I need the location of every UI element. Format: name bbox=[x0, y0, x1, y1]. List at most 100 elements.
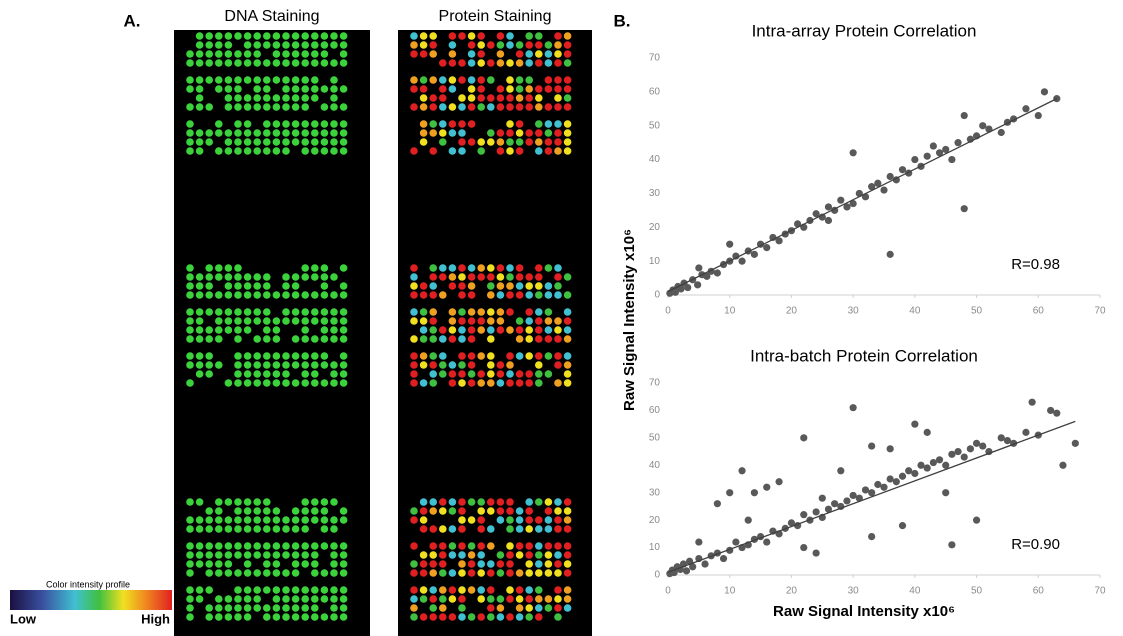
spot bbox=[330, 59, 338, 67]
spot bbox=[506, 308, 514, 316]
spot bbox=[467, 85, 476, 93]
spot bbox=[448, 335, 457, 343]
spot bbox=[506, 59, 514, 67]
spot bbox=[429, 291, 438, 299]
spot bbox=[535, 525, 543, 533]
spot bbox=[215, 525, 223, 533]
spot bbox=[291, 379, 300, 387]
spot bbox=[186, 326, 194, 334]
spot bbox=[535, 85, 543, 93]
spot bbox=[330, 335, 338, 343]
spot bbox=[515, 595, 524, 603]
spot bbox=[554, 94, 562, 102]
spot bbox=[282, 32, 290, 40]
spot bbox=[477, 32, 486, 40]
spot bbox=[320, 326, 329, 334]
spot bbox=[195, 586, 204, 594]
spot bbox=[506, 291, 514, 299]
spot bbox=[301, 370, 310, 378]
spot bbox=[195, 129, 204, 137]
spot bbox=[311, 76, 319, 84]
spot bbox=[301, 32, 310, 40]
spot bbox=[487, 317, 495, 325]
spot bbox=[215, 291, 223, 299]
y-tick-label: 40 bbox=[649, 154, 661, 165]
spot bbox=[272, 507, 281, 515]
point bbox=[948, 155, 956, 164]
spot bbox=[282, 50, 290, 58]
spot bbox=[243, 76, 252, 84]
spot bbox=[563, 147, 572, 155]
x-tick-label: 20 bbox=[786, 586, 798, 597]
spot bbox=[253, 516, 261, 524]
point bbox=[972, 439, 981, 447]
y-tick-label: 50 bbox=[649, 432, 661, 443]
spot bbox=[535, 317, 543, 325]
spot bbox=[263, 525, 271, 533]
spot bbox=[320, 41, 329, 49]
spot bbox=[544, 59, 553, 67]
spot bbox=[515, 516, 524, 524]
spot bbox=[506, 147, 514, 155]
spot bbox=[224, 282, 233, 290]
point bbox=[898, 522, 907, 530]
point bbox=[1059, 461, 1067, 469]
spot bbox=[429, 560, 438, 568]
spot bbox=[419, 129, 428, 137]
spot bbox=[263, 273, 271, 281]
spot bbox=[195, 291, 204, 299]
spot bbox=[234, 138, 242, 146]
spot bbox=[330, 326, 338, 334]
spot bbox=[429, 525, 438, 533]
spot bbox=[458, 595, 466, 603]
spot bbox=[291, 138, 300, 146]
point bbox=[966, 445, 975, 453]
spot bbox=[195, 317, 204, 325]
spot bbox=[448, 129, 457, 137]
spot bbox=[311, 352, 319, 360]
spot bbox=[263, 379, 271, 387]
spot bbox=[515, 352, 524, 360]
panel-label: A. bbox=[124, 11, 141, 30]
point bbox=[787, 519, 796, 527]
x-tick-label: 20 bbox=[786, 306, 798, 317]
spot bbox=[410, 569, 418, 577]
spot bbox=[234, 604, 242, 612]
spot bbox=[419, 560, 428, 568]
spot bbox=[224, 41, 233, 49]
spot bbox=[311, 138, 319, 146]
spot bbox=[515, 41, 524, 49]
spot bbox=[272, 352, 281, 360]
spot bbox=[448, 317, 457, 325]
spot bbox=[458, 326, 466, 334]
point bbox=[979, 442, 987, 450]
spot bbox=[506, 41, 514, 49]
spot bbox=[439, 560, 447, 568]
spot bbox=[525, 370, 533, 378]
spot bbox=[506, 326, 514, 334]
spot bbox=[506, 129, 514, 137]
spot bbox=[477, 50, 486, 58]
spot bbox=[487, 525, 495, 533]
spot bbox=[487, 76, 495, 84]
spot bbox=[563, 326, 572, 334]
spot bbox=[496, 59, 505, 67]
chart-title: Intra-batch Protein Correlation bbox=[750, 346, 978, 365]
point bbox=[898, 166, 907, 174]
spot bbox=[429, 103, 438, 111]
spot bbox=[330, 76, 338, 84]
spot bbox=[525, 308, 533, 316]
y-tick-label: 20 bbox=[649, 222, 661, 233]
spot bbox=[410, 370, 418, 378]
spot bbox=[496, 498, 505, 506]
spot bbox=[272, 147, 281, 155]
spot bbox=[496, 595, 505, 603]
spot bbox=[291, 59, 300, 67]
spot bbox=[515, 326, 524, 334]
spot bbox=[458, 352, 466, 360]
spot bbox=[544, 335, 553, 343]
spot bbox=[448, 613, 457, 621]
spot bbox=[477, 94, 486, 102]
spot bbox=[467, 120, 476, 128]
spot bbox=[301, 361, 310, 369]
